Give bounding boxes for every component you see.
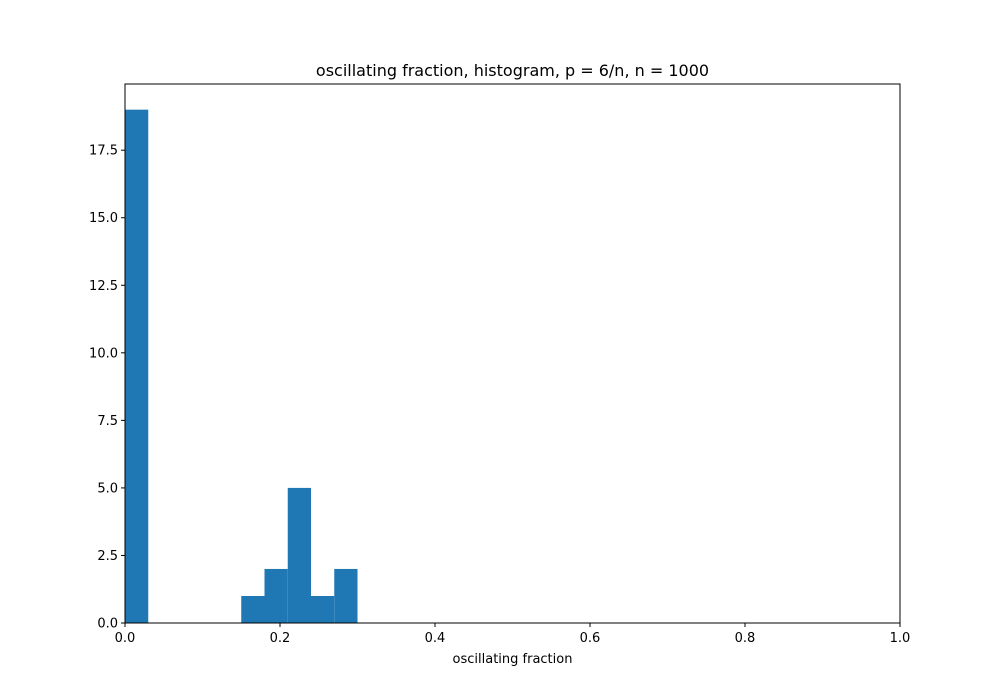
y-tick-label: 0.0 (97, 617, 118, 632)
y-tick-label: 10.0 (89, 346, 118, 361)
histogram-bar-1 (241, 595, 265, 623)
histogram-bar-4 (311, 595, 335, 623)
x-tick-label: 0.6 (580, 631, 601, 646)
y-tick-label: 7.5 (97, 414, 118, 429)
x-tick-label: 0.2 (270, 631, 291, 646)
bars-group (125, 109, 358, 623)
x-tick-label: 0.0 (115, 631, 136, 646)
y-tick-label: 5.0 (97, 481, 118, 496)
y-axis-ticks: 0.0 2.5 5.0 7.5 10.0 12.5 15.0 17.5 (89, 144, 125, 632)
histogram-bar-0 (125, 109, 149, 623)
histogram-bar-3 (287, 487, 311, 623)
y-tick-label: 15.0 (89, 211, 118, 226)
plot-frame (124, 83, 901, 624)
histogram-bar-2 (264, 568, 288, 623)
chart-title: oscillating fraction, histogram, p = 6/n… (316, 61, 709, 80)
x-tick-label: 0.4 (425, 631, 446, 646)
y-tick-label: 17.5 (89, 144, 118, 159)
x-tick-label: 0.8 (735, 631, 756, 646)
histogram-bar-5 (334, 568, 358, 623)
x-tick-label: 1.0 (890, 631, 911, 646)
x-axis-ticks: 0.0 0.2 0.4 0.6 0.8 1.0 (115, 623, 911, 646)
y-tick-label: 2.5 (97, 549, 118, 564)
x-axis-label: oscillating fraction (453, 652, 573, 667)
y-tick-label: 12.5 (89, 279, 118, 294)
